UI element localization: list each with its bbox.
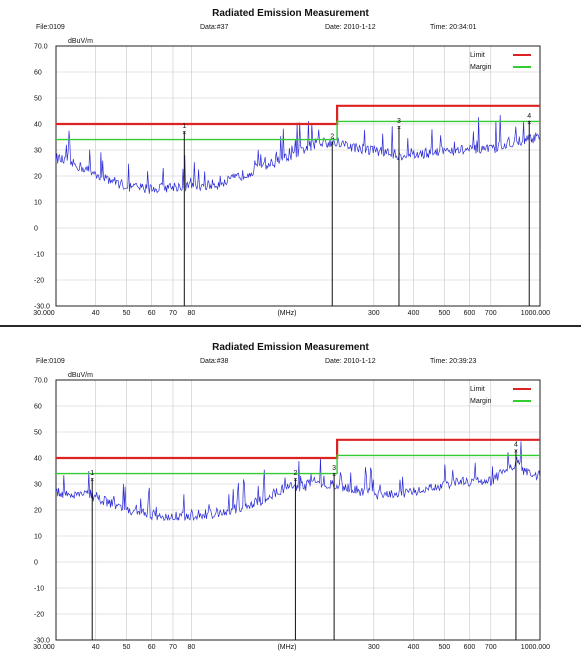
panel-divider	[0, 325, 581, 327]
x-tick-label: 80	[187, 310, 195, 317]
x-tick-label: 50	[123, 310, 131, 317]
time-label: Time: 20:34:01	[430, 24, 477, 31]
marker-cross: ×	[332, 472, 336, 479]
y-tick-label: 60	[34, 70, 42, 77]
x-tick-label: 500	[438, 644, 450, 651]
y-tick-label: 70.0	[34, 378, 48, 385]
x-tick-label: 600	[464, 644, 476, 651]
x-tick-label: 80	[187, 644, 195, 651]
x-axis-unit: (MHz)	[277, 644, 296, 651]
limit-line	[56, 104, 540, 126]
marker-cross: ×	[397, 125, 401, 132]
chart-panel-2: Radiated Emission Measurement File:0109 …	[0, 334, 581, 656]
y-tick-label: 10	[34, 200, 42, 207]
marker-label: 3	[397, 118, 401, 125]
x-tick-label: 300	[368, 644, 380, 651]
legend-label: Limit	[470, 52, 485, 59]
limit-line	[56, 438, 540, 460]
y-tick-label: 20	[34, 508, 42, 515]
time-label: Time: 20:39:23	[430, 358, 477, 365]
y-tick-label: -10	[34, 586, 44, 593]
x-tick-label: 400	[408, 644, 420, 651]
marker-cross: ×	[182, 130, 186, 137]
marker-cross: ×	[527, 120, 531, 127]
date-label: Date: 2010-1-12	[325, 358, 376, 365]
y-tick-label: -20	[34, 278, 44, 285]
margin-line	[56, 120, 540, 141]
chart-panel-1: Radiated Emission Measurement File:0109 …	[0, 0, 581, 322]
y-tick-label: -20	[34, 612, 44, 619]
y-tick-label: 50	[34, 430, 42, 437]
chart-title: Radiated Emission Measurement	[212, 342, 369, 353]
y-tick-label: -30.0	[34, 304, 50, 311]
emission-plot-1: 70.0 60 50 40 30 20 10 0 -10 -20 -30.0 dBuV/m 30.000…	[33, 38, 550, 317]
marker-label: 2	[293, 470, 297, 477]
marker-label: 4	[514, 442, 518, 449]
x-tick-label: 30.000	[33, 310, 55, 317]
marker-cross: ×	[90, 477, 94, 484]
marker-label: 1	[182, 123, 186, 130]
y-tick-label: 30	[34, 482, 42, 489]
x-tick-label: 70	[169, 644, 177, 651]
legend-label: Limit	[470, 386, 485, 393]
x-tick-label: 1000.000	[521, 644, 550, 651]
y-tick-label: -10	[34, 252, 44, 259]
y-tick-label: 60	[34, 404, 42, 411]
y-tick-label: 10	[34, 534, 42, 541]
plot-frame	[55, 45, 541, 307]
plot-frame	[55, 379, 541, 641]
x-tick-label: 500	[438, 310, 450, 317]
y-tick-label: 0	[34, 226, 38, 233]
y-axis-unit: dBuV/m	[68, 372, 93, 379]
legend-label: Margin	[470, 64, 492, 71]
x-tick-label: 1000.000	[521, 310, 550, 317]
y-tick-label: -30.0	[34, 638, 50, 645]
x-tick-label: 70	[169, 310, 177, 317]
file-label: File:0109	[36, 358, 65, 365]
x-tick-label: 30.000	[33, 644, 55, 651]
marker-cross: ×	[330, 141, 334, 148]
x-tick-label: 60	[148, 644, 156, 651]
x-tick-label: 700	[485, 644, 497, 651]
marker-label: 2	[330, 134, 334, 141]
y-axis-unit: dBuV/m	[68, 38, 93, 45]
data-label: Data:#37	[200, 24, 229, 31]
marker-label: 3	[332, 465, 336, 472]
y-tick-label: 40	[34, 456, 42, 463]
y-tick-label: 50	[34, 96, 42, 103]
x-tick-label: 40	[92, 644, 100, 651]
x-tick-label: 700	[485, 310, 497, 317]
emission-trace	[55, 441, 541, 522]
file-label: File:0109	[36, 24, 65, 31]
x-tick-label: 40	[92, 310, 100, 317]
x-tick-label: 400	[408, 310, 420, 317]
y-tick-label: 0	[34, 560, 38, 567]
emission-plot-2: 70.0 60 50 40 30 20 10 0 -10 -20 -30.0 dBuV/m 30.000…	[33, 372, 550, 651]
marker-cross: ×	[293, 477, 297, 484]
x-tick-label: 60	[148, 310, 156, 317]
x-tick-label: 300	[368, 310, 380, 317]
legend-label: Margin	[470, 398, 492, 405]
x-tick-label: 50	[123, 644, 131, 651]
x-tick-label: 600	[464, 310, 476, 317]
y-tick-label: 70.0	[34, 44, 48, 51]
y-tick-label: 30	[34, 148, 42, 155]
y-tick-label: 20	[34, 174, 42, 181]
data-label: Data:#38	[200, 358, 229, 365]
margin-line	[56, 454, 540, 475]
x-axis-unit: (MHz)	[277, 310, 296, 317]
marker-label: 1	[90, 470, 94, 477]
emission-trace	[55, 114, 541, 194]
chart-title: Radiated Emission Measurement	[212, 8, 369, 19]
marker-cross: ×	[514, 449, 518, 456]
y-tick-label: 40	[34, 122, 42, 129]
date-label: Date: 2010-1-12	[325, 24, 376, 31]
marker-label: 4	[527, 113, 531, 120]
